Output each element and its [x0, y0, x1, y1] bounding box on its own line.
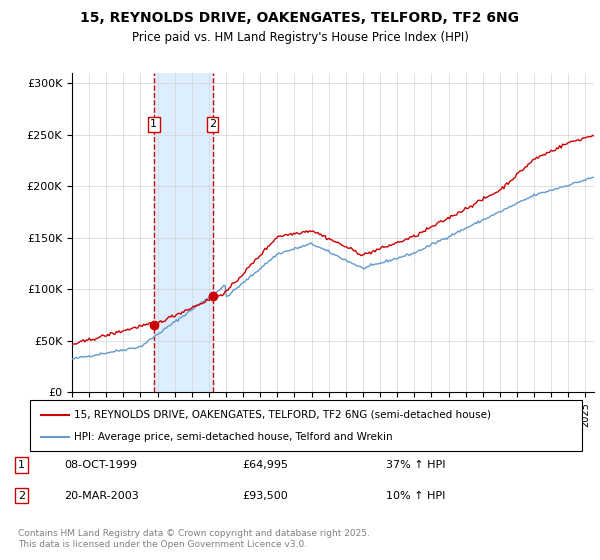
Text: Contains HM Land Registry data © Crown copyright and database right 2025.
This d: Contains HM Land Registry data © Crown c… — [18, 529, 370, 549]
Text: 1: 1 — [18, 460, 25, 470]
Text: Price paid vs. HM Land Registry's House Price Index (HPI): Price paid vs. HM Land Registry's House … — [131, 31, 469, 44]
Text: £93,500: £93,500 — [242, 491, 288, 501]
Bar — [154, 73, 212, 392]
Text: 15, REYNOLDS DRIVE, OAKENGATES, TELFORD, TF2 6NG (semi-detached house): 15, REYNOLDS DRIVE, OAKENGATES, TELFORD,… — [74, 409, 491, 419]
Text: 20-MAR-2003: 20-MAR-2003 — [64, 491, 139, 501]
Text: 2: 2 — [209, 119, 216, 129]
FancyBboxPatch shape — [30, 400, 582, 451]
Text: 15, REYNOLDS DRIVE, OAKENGATES, TELFORD, TF2 6NG: 15, REYNOLDS DRIVE, OAKENGATES, TELFORD,… — [80, 11, 520, 25]
Text: 37% ↑ HPI: 37% ↑ HPI — [386, 460, 446, 470]
Text: £64,995: £64,995 — [242, 460, 289, 470]
Text: 1: 1 — [151, 119, 157, 129]
Text: HPI: Average price, semi-detached house, Telford and Wrekin: HPI: Average price, semi-detached house,… — [74, 432, 393, 442]
Text: 2: 2 — [18, 491, 25, 501]
Text: 10% ↑ HPI: 10% ↑ HPI — [386, 491, 446, 501]
Text: 08-OCT-1999: 08-OCT-1999 — [64, 460, 137, 470]
